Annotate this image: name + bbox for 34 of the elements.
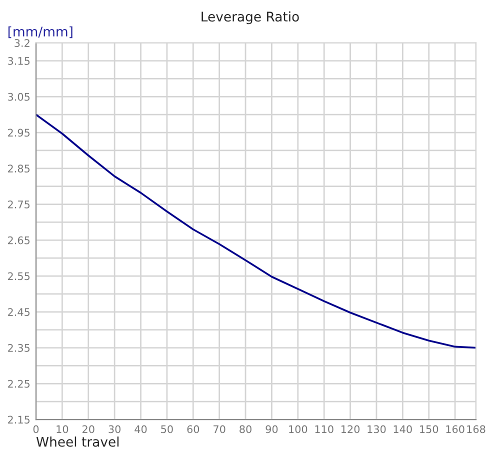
y-tick-label: 3.2 [14,39,30,47]
y-tick-label: 2.75 [8,200,30,208]
y-tick-label: 3.05 [8,92,30,101]
x-tick-label: 20 [82,425,94,434]
x-tick-label: 50 [161,425,173,434]
y-axis-title: [mm/mm] [8,26,72,38]
x-tick-label: 30 [108,425,121,434]
x-tick-label: 160 [446,425,464,434]
x-tick-label: 140 [394,425,412,434]
x-tick-label: 90 [266,425,278,434]
y-tick-label: 2.95 [8,128,30,137]
x-tick-label: 0 [33,425,39,434]
line-series [36,114,476,349]
x-tick-label: 130 [368,425,386,434]
y-tick-label: 2.65 [8,236,30,244]
x-tick-label: 150 [420,425,438,434]
x-tick-label: 10 [56,425,68,434]
x-tick-label: 80 [240,425,252,434]
y-tick-label: 3.15 [8,57,30,65]
x-tick-label: 110 [315,425,334,434]
x-tick-label: 168 [467,425,486,434]
y-tick-label: 2.15 [8,416,30,424]
x-tick-label: 120 [341,425,360,434]
x-tick-label: 40 [134,425,147,434]
y-tick-label: 2.55 [8,272,30,280]
y-tick-label: 2.45 [8,308,30,316]
y-tick-label: 2.25 [8,380,30,388]
x-axis-title: Wheel travel [36,436,119,447]
x-tick-label: 60 [187,425,200,434]
y-tick-label: 2.85 [8,164,30,173]
chart-title: Leverage Ratio [202,11,299,24]
x-tick-label: 100 [289,425,308,434]
x-tick-label: 70 [214,425,226,434]
y-tick-label: 2.35 [8,344,30,352]
